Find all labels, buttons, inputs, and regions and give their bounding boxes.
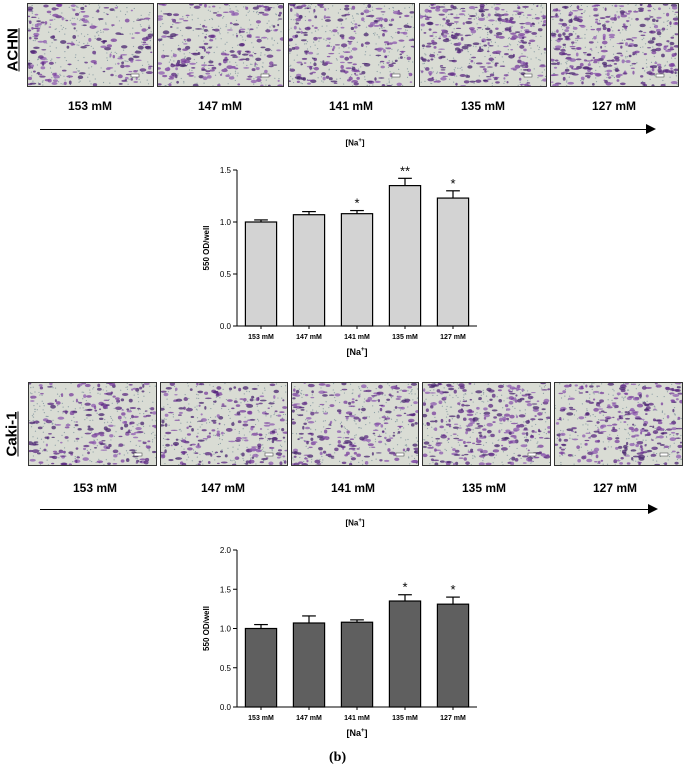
micrograph-caki-141 (291, 382, 419, 466)
concentration-label: 135 mM (461, 481, 507, 495)
micrograph-caki-127 (554, 382, 683, 466)
significance-marker: ** (400, 163, 410, 178)
x-tick-label: 147 mM (296, 334, 322, 341)
micrograph-row-caki (0, 382, 685, 467)
gradient-arrow-line (40, 129, 646, 130)
micrograph-achn-147 (157, 3, 284, 87)
bar-chart-caki: 0.0 0.5 1.0 1.5 2.0 550 OD/well 153 mM 147 mM 14… (190, 540, 490, 745)
x-tick-label: 135 mM (392, 334, 418, 341)
significance-marker: * (450, 176, 455, 191)
x-tick-label: 127 mM (440, 334, 466, 341)
gradient-label: [Na+] (345, 518, 365, 528)
concentration-label: 147 mM (197, 99, 243, 113)
concentration-label: 135 mM (460, 99, 506, 113)
micrograph-caki-153 (28, 382, 157, 466)
y-tick-label: 0.5 (220, 664, 232, 673)
x-tick-label: 141 mM (344, 715, 370, 722)
micrograph-achn-153 (27, 3, 154, 87)
bar (292, 622, 326, 708)
bar (436, 197, 470, 327)
concentration-label: 153 mM (67, 99, 113, 113)
concentration-label: 127 mM (591, 99, 637, 113)
micrograph-caki-147 (160, 382, 288, 466)
y-axis-label: 550 OD/well (202, 226, 211, 271)
y-tick-label: 0.0 (220, 322, 232, 331)
micrograph-row-achn (0, 3, 685, 88)
bar (244, 627, 278, 708)
bar (340, 213, 374, 327)
micrograph-achn-127 (550, 3, 679, 87)
gradient-label: [Na+] (345, 138, 365, 148)
significance-marker: * (450, 582, 455, 597)
y-axis-label: 550 OD/well (202, 606, 211, 651)
bar (388, 600, 422, 708)
micrograph-achn-141 (288, 3, 415, 87)
micrograph-achn-135 (419, 3, 547, 87)
figure-panel-label: (b) (329, 750, 347, 765)
x-tick-label: 147 mM (296, 715, 322, 722)
x-tick-label: 127 mM (440, 715, 466, 722)
y-tick-label: 1.5 (220, 166, 232, 175)
bar (244, 221, 278, 327)
significance-marker: * (402, 580, 407, 595)
gradient-arrow-head (648, 504, 658, 514)
y-tick-label: 1.5 (220, 585, 232, 594)
concentration-label: 141 mM (328, 99, 374, 113)
bar (340, 621, 374, 708)
bar (388, 185, 422, 327)
gradient-arrow-line (40, 509, 648, 510)
concentration-label: 127 mM (592, 481, 638, 495)
bar (436, 603, 470, 708)
significance-marker: * (354, 196, 359, 211)
y-tick-label: 0.5 (220, 270, 232, 279)
y-tick-label: 1.0 (220, 625, 232, 634)
gradient-arrow-head (646, 124, 656, 134)
micrograph-caki-135 (422, 382, 551, 466)
x-axis-label: [Na+] (346, 728, 367, 738)
bar (292, 214, 326, 327)
x-axis-label: [Na+] (346, 347, 367, 357)
x-tick-label: 141 mM (344, 334, 370, 341)
y-tick-label: 1.0 (220, 218, 232, 227)
y-tick-label: 2.0 (220, 546, 232, 555)
concentration-label: 153 mM (72, 481, 118, 495)
concentration-label: 147 mM (200, 481, 246, 495)
bar-chart-achn: 0.0 0.5 1.0 1.5 550 OD/well 153 mM 147 mM 141 m… (190, 160, 490, 360)
concentration-label: 141 mM (330, 481, 376, 495)
x-tick-label: 135 mM (392, 715, 418, 722)
x-tick-label: 153 mM (248, 715, 274, 722)
y-tick-label: 0.0 (220, 703, 232, 712)
x-tick-label: 153 mM (248, 334, 274, 341)
